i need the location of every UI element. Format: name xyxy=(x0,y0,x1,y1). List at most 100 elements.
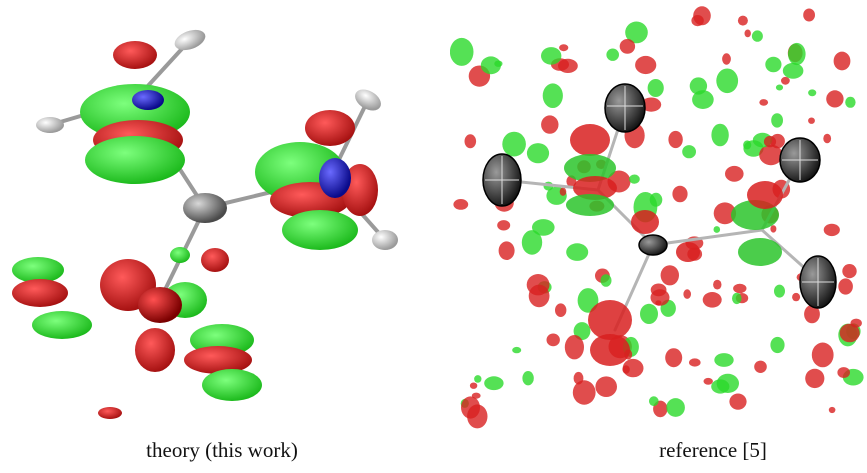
density-speckle xyxy=(833,51,851,71)
density-speckle xyxy=(559,187,567,196)
negative-lobe xyxy=(201,248,229,272)
density-speckle xyxy=(774,284,785,298)
density-speckle xyxy=(469,382,478,389)
negative-lobe xyxy=(631,210,659,234)
density-speckle xyxy=(805,368,825,389)
density-speckle xyxy=(647,79,664,97)
density-speckle xyxy=(668,130,683,149)
density-speckle xyxy=(558,58,578,73)
density-speckle xyxy=(464,134,477,149)
density-speckle xyxy=(559,44,569,52)
density-speckle xyxy=(573,371,584,385)
reference-molecule-image xyxy=(450,0,867,430)
density-speckle xyxy=(850,318,862,328)
density-speckle xyxy=(714,353,734,367)
hydrogen-atom xyxy=(355,89,381,111)
density-speckle xyxy=(839,323,860,343)
density-speckle xyxy=(713,279,722,290)
density-speckle xyxy=(542,83,563,108)
density-speckle xyxy=(641,97,662,112)
density-speckle xyxy=(713,226,721,233)
density-speckle xyxy=(655,300,662,306)
density-speckle xyxy=(804,304,820,324)
density-speckles xyxy=(450,6,864,429)
density-speckle xyxy=(754,360,767,373)
negative-lobe xyxy=(573,176,617,200)
density-speckle xyxy=(729,393,747,410)
density-speckle xyxy=(744,29,751,38)
positive-lobe xyxy=(738,238,782,266)
density-speckle xyxy=(722,53,731,65)
density-speckle xyxy=(770,225,777,233)
density-speckle xyxy=(461,396,480,419)
density-speckle xyxy=(838,278,853,295)
density-speckle xyxy=(823,133,832,144)
density-speckle xyxy=(498,241,515,260)
negative-lobe xyxy=(588,300,632,340)
density-speckle xyxy=(512,346,522,354)
density-speckle xyxy=(566,243,589,261)
density-speckle xyxy=(823,223,840,237)
nitrogen-atom xyxy=(319,158,351,198)
density-speckle xyxy=(828,406,836,414)
density-speckle xyxy=(803,8,815,22)
positive-lobe xyxy=(12,257,64,283)
reference-isosurface-svg xyxy=(450,6,864,429)
negative-lobe xyxy=(570,124,610,156)
density-speckle xyxy=(572,380,596,405)
carbon-atom xyxy=(183,193,227,223)
density-speckle xyxy=(497,220,511,231)
negative-lobe xyxy=(747,181,783,209)
theory-isosurface-svg xyxy=(12,29,398,419)
density-speckle xyxy=(682,145,696,159)
density-speckle xyxy=(650,283,667,297)
density-speckle xyxy=(622,365,630,374)
nitrogen-atom xyxy=(132,90,164,110)
atom-ellipsoids xyxy=(482,83,837,309)
density-speckle xyxy=(595,376,617,398)
density-speckle xyxy=(837,367,850,378)
density-speckle xyxy=(765,56,782,73)
density-speckle xyxy=(725,165,744,182)
density-speckle xyxy=(792,292,801,302)
density-speckle xyxy=(672,185,688,203)
negative-lobe xyxy=(113,41,157,69)
caption-reference: reference [5] xyxy=(659,438,767,462)
positive-lobe xyxy=(566,194,614,216)
density-speckle xyxy=(702,292,722,308)
density-speckle xyxy=(716,68,739,94)
density-speckle xyxy=(845,96,856,108)
density-speckle xyxy=(453,199,469,210)
density-speckle xyxy=(474,375,482,383)
density-speckle xyxy=(649,396,659,407)
negative-lobe xyxy=(590,334,630,366)
positive-lobe xyxy=(170,247,190,263)
hydrogen-atom xyxy=(174,29,206,51)
negative-lobe xyxy=(676,242,700,262)
positive-lobe xyxy=(32,311,92,339)
density-speckle xyxy=(528,284,550,308)
negative-lobe xyxy=(135,328,175,372)
density-speckle xyxy=(788,42,806,66)
oxygen-atom xyxy=(138,287,182,323)
positive-lobe xyxy=(282,210,358,250)
positive-lobe xyxy=(85,136,185,184)
positive-lobe xyxy=(564,154,616,182)
negative-lobe xyxy=(342,164,378,216)
density-speckle xyxy=(450,37,474,66)
density-speckle xyxy=(733,283,747,294)
density-speckle xyxy=(770,336,785,354)
density-speckle xyxy=(737,15,748,26)
density-speckle xyxy=(759,99,769,106)
negative-lobe xyxy=(184,346,252,374)
positive-lobe xyxy=(202,369,262,401)
density-speckle xyxy=(573,322,591,341)
density-speckle xyxy=(521,230,543,255)
density-speckle xyxy=(782,62,804,79)
density-speckle xyxy=(743,140,752,150)
density-speckle xyxy=(692,90,714,109)
density-speckle xyxy=(763,135,777,148)
density-speckle xyxy=(683,289,691,299)
density-speckle xyxy=(660,265,679,286)
hydrogen-atom xyxy=(36,117,64,133)
